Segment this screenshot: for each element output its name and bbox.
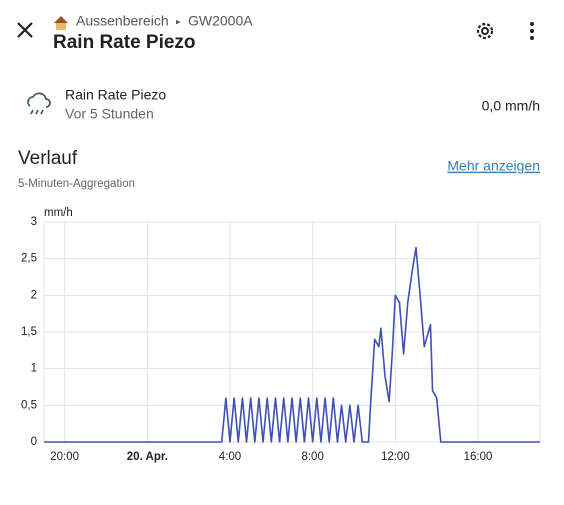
entity-state: 0,0 mm/h — [482, 98, 540, 114]
y-tick-label: 1,5 — [21, 326, 37, 338]
history-subtitle: 5-Minuten-Aggregation — [18, 178, 135, 190]
x-tick-label: 8:00 — [301, 451, 323, 463]
rain-icon — [27, 92, 51, 115]
breadcrumb-area: Aussenbereich — [76, 13, 169, 29]
y-tick-label: 1 — [31, 363, 37, 375]
breadcrumb-device: GW2000A — [188, 13, 253, 29]
entity-name: Rain Rate Piezo — [65, 87, 166, 103]
x-tick-label: 16:00 — [464, 451, 493, 463]
more-link[interactable]: Mehr anzeigen — [447, 158, 540, 174]
x-tick-label: 20:00 — [50, 451, 79, 463]
entity-last-changed: Vor 5 Stunden — [65, 106, 154, 122]
history-title: Verlauf — [18, 148, 78, 169]
y-tick-label: 2,5 — [21, 253, 37, 265]
settings-button[interactable] — [476, 22, 494, 40]
data-line — [44, 246, 540, 443]
y-tick-label: 0,5 — [21, 399, 37, 411]
dialog-title: Rain Rate Piezo — [53, 32, 196, 53]
x-tick-label: 20. Apr. — [127, 451, 168, 463]
area-icon — [54, 16, 68, 30]
breadcrumb-separator: ▸ — [176, 16, 181, 26]
x-tick-label: 4:00 — [219, 451, 241, 463]
y-tick-label: 3 — [31, 216, 37, 228]
menu-button[interactable] — [530, 22, 534, 40]
x-tick-label: 12:00 — [381, 451, 410, 463]
y-axis-label: mm/h — [44, 207, 73, 219]
y-tick-label: 0 — [31, 436, 37, 448]
close-button[interactable] — [17, 22, 33, 38]
plot: 0 0,5 1 1,5 2 2,5 3 20:00 20. Apr. 4:00 8:00 12:00 1… — [21, 216, 541, 463]
y-tick-label: 2 — [31, 289, 37, 301]
